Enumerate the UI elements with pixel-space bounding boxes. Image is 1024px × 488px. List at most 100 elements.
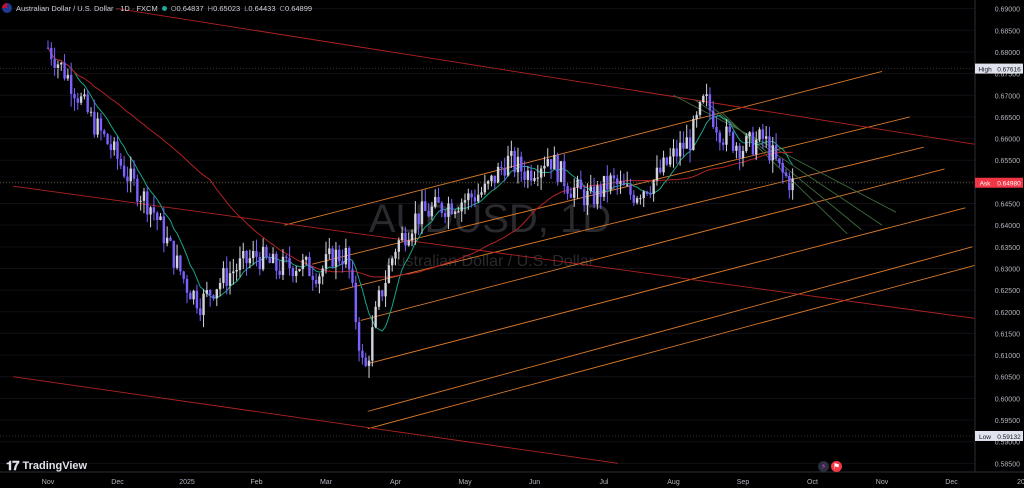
candle-body bbox=[73, 93, 76, 99]
event-badges[interactable]: ⚡ ⚑ bbox=[818, 461, 842, 472]
candle-body bbox=[374, 306, 377, 328]
time-axis[interactable]: Nov Dec 2025 Feb Mar Apr May Jun Jul Aug Sep Oct Nov… bbox=[0, 471, 1024, 486]
candle-body bbox=[46, 47, 50, 49]
candle-body bbox=[523, 171, 526, 180]
candle-body bbox=[212, 295, 215, 299]
candle-body bbox=[278, 270, 281, 275]
candle-body bbox=[400, 233, 404, 241]
candle-body bbox=[533, 178, 536, 181]
candle-body bbox=[106, 134, 109, 145]
price-tick-label: 0.63500 bbox=[995, 245, 1020, 252]
candle-body bbox=[208, 290, 212, 296]
time-tick-label: Feb bbox=[250, 479, 262, 486]
candle-body bbox=[268, 257, 271, 264]
dividend-flag-icon[interactable]: ⚑ bbox=[831, 461, 842, 472]
candle-body bbox=[367, 360, 371, 366]
candle-body bbox=[490, 175, 493, 182]
candle-body bbox=[291, 268, 295, 277]
australia-flag-icon bbox=[2, 3, 12, 13]
candle-body bbox=[407, 240, 410, 246]
candle-body bbox=[496, 166, 500, 184]
candle-body bbox=[712, 110, 715, 127]
candle-body bbox=[592, 186, 596, 205]
candle-body bbox=[728, 126, 731, 133]
candle-body bbox=[672, 148, 675, 157]
candle-body bbox=[414, 213, 417, 234]
candle-body bbox=[526, 170, 530, 180]
candle-body bbox=[255, 251, 258, 257]
candle-body bbox=[321, 268, 324, 277]
candle-body bbox=[675, 148, 679, 157]
candle-body bbox=[559, 161, 563, 182]
trendline bbox=[673, 94, 897, 213]
candle-body bbox=[546, 159, 549, 166]
candle-body bbox=[457, 211, 460, 213]
low-tag-value-bg bbox=[995, 430, 1023, 441]
time-tick-label: Nov bbox=[42, 479, 55, 486]
candle-body bbox=[63, 62, 66, 79]
candle-body bbox=[688, 137, 692, 150]
price-level-lines bbox=[0, 68, 975, 437]
ask-tag-label: Ask bbox=[980, 181, 992, 188]
candle-body bbox=[516, 156, 520, 173]
tradingview-logo[interactable]: 𝟏𝟕 TradingView bbox=[6, 458, 87, 474]
candle-body bbox=[248, 258, 252, 264]
candle-body bbox=[586, 190, 589, 206]
candle-body bbox=[480, 192, 483, 195]
candle-body bbox=[536, 177, 540, 179]
candle-body bbox=[477, 194, 480, 202]
candle-body bbox=[298, 269, 301, 272]
candle-body bbox=[771, 145, 774, 161]
candle-body bbox=[86, 94, 89, 112]
candle-body bbox=[556, 154, 559, 182]
price-tick-label: 0.66000 bbox=[995, 137, 1020, 144]
candle-body bbox=[149, 207, 152, 215]
candle-body bbox=[314, 279, 318, 284]
candle-body bbox=[784, 172, 788, 176]
time-tick-label: Jul bbox=[600, 479, 609, 486]
candle-body bbox=[745, 136, 748, 151]
candle-body bbox=[602, 175, 606, 197]
candle-body bbox=[606, 175, 609, 190]
high-tag: High 0.67616 bbox=[975, 63, 1023, 74]
candle-body bbox=[549, 159, 553, 170]
candle-body bbox=[192, 290, 195, 300]
candle-body bbox=[473, 197, 477, 202]
candle-body bbox=[89, 111, 93, 113]
candle-body bbox=[735, 145, 738, 151]
candle-body bbox=[659, 167, 662, 173]
candle-body bbox=[308, 257, 311, 277]
candle-body bbox=[215, 289, 218, 299]
price-tick-label: 0.68000 bbox=[995, 50, 1020, 57]
trendline bbox=[721, 112, 848, 235]
lightning-icon[interactable]: ⚡ bbox=[818, 461, 829, 472]
candle-body bbox=[165, 237, 169, 244]
candle-body bbox=[503, 167, 506, 176]
chart-header: Australian Dollar / U.S. Dollar · 1D · F… bbox=[0, 0, 312, 16]
price-tick-label: 0.69000 bbox=[995, 7, 1020, 14]
candle-body bbox=[50, 47, 53, 60]
candle-body bbox=[417, 213, 420, 225]
candle-body bbox=[543, 165, 546, 169]
candle-body bbox=[447, 203, 450, 217]
candle-body bbox=[678, 142, 682, 157]
price-tick-label: 0.62500 bbox=[995, 288, 1020, 295]
time-tick-label: Aug bbox=[667, 479, 680, 486]
candle-body bbox=[205, 290, 209, 294]
candle-body bbox=[758, 129, 761, 140]
time-tick-label: Apr bbox=[390, 479, 402, 486]
candle-body bbox=[261, 246, 265, 270]
price-axis[interactable]: 0.69000 0.68500 0.68000 0.67500 0.67000 0.665… bbox=[974, 0, 1024, 488]
candle-body bbox=[553, 154, 556, 170]
candle-body bbox=[228, 273, 232, 286]
candle-body bbox=[357, 322, 361, 351]
candle-body bbox=[251, 251, 255, 259]
candle-body bbox=[682, 142, 685, 149]
candle-body bbox=[126, 176, 129, 182]
candle-body bbox=[384, 282, 387, 297]
candle-body bbox=[232, 271, 235, 274]
candle-body bbox=[437, 197, 440, 203]
candle-body bbox=[695, 114, 698, 120]
symbol-title[interactable]: Australian Dollar / U.S. Dollar · 1D · F… bbox=[16, 3, 158, 13]
